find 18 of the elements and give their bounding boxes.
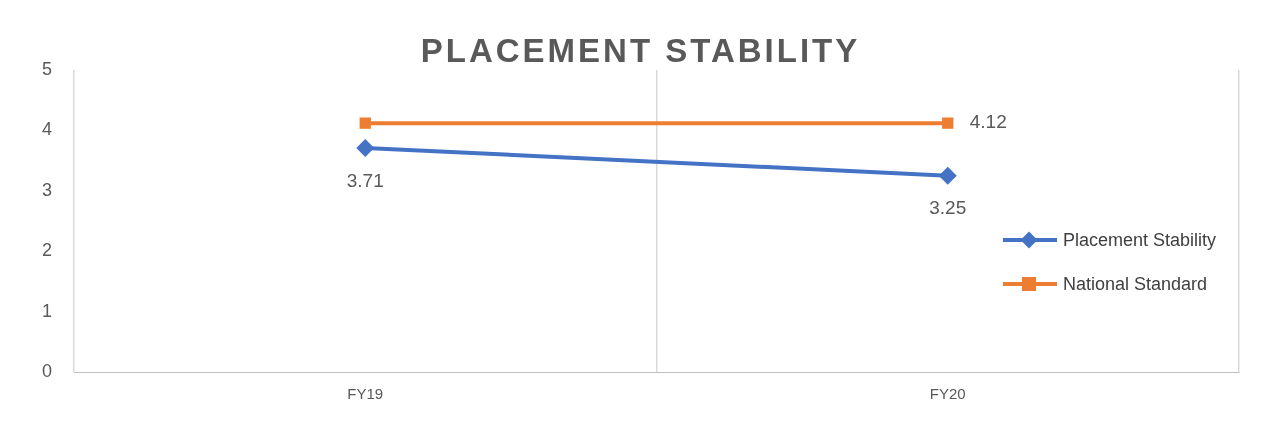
point bbox=[938, 166, 957, 185]
y-tick-label: 5 bbox=[42, 58, 53, 79]
y-tick-label: 3 bbox=[42, 179, 53, 200]
y-tick-label: 1 bbox=[42, 300, 53, 321]
x-tick-label: FY19 bbox=[347, 385, 384, 403]
point bbox=[356, 138, 375, 157]
y-tick-label: 4 bbox=[42, 119, 53, 140]
data-label: 3.71 bbox=[346, 169, 384, 191]
chart-title: PLACEMENT STABILITY bbox=[420, 32, 861, 69]
x-tick-label: FY20 bbox=[929, 385, 966, 403]
point bbox=[942, 117, 954, 129]
data-label: 3.25 bbox=[929, 197, 967, 219]
legend-label: Placement Stability bbox=[1063, 229, 1217, 251]
data-label: 4.12 bbox=[969, 111, 1007, 133]
legend-label: National Standard bbox=[1063, 273, 1208, 295]
y-tick-label: 0 bbox=[42, 360, 53, 381]
y-tick-label: 2 bbox=[42, 240, 53, 261]
point bbox=[359, 117, 371, 129]
